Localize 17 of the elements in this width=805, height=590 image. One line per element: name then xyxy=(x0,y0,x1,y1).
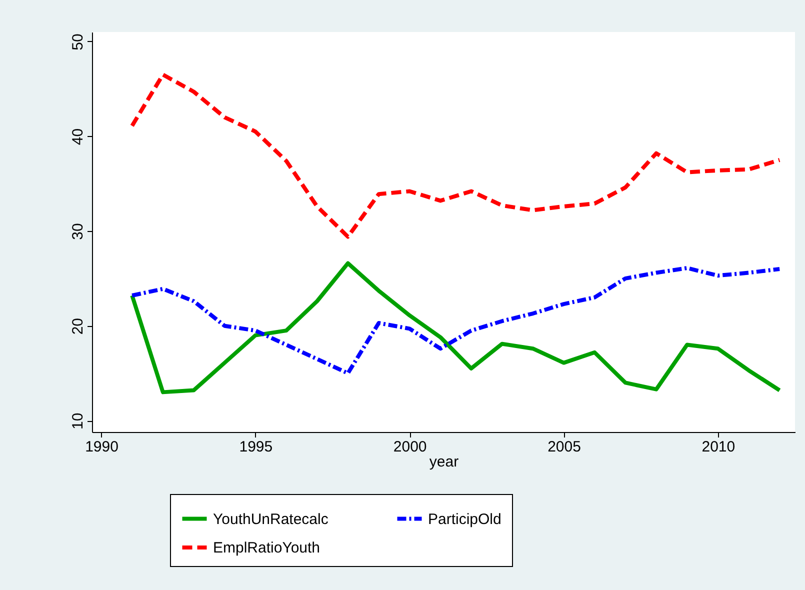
x-tick-label: 2000 xyxy=(393,438,427,456)
y-tick-label: 40 xyxy=(70,128,86,146)
line-series xyxy=(130,72,782,239)
line-series xyxy=(130,261,782,394)
x-tick-label: 1995 xyxy=(239,438,273,456)
y-tick-label: 50 xyxy=(70,34,86,50)
y-tick-label: 10 xyxy=(70,412,86,430)
x-tick-label: 1990 xyxy=(85,438,118,456)
x-axis-title: year xyxy=(429,454,459,470)
y-tick-label: 20 xyxy=(70,318,86,335)
x-tick-label: 2005 xyxy=(548,438,581,456)
x-tick-label: 2010 xyxy=(702,438,736,456)
legend-label: EmplRatioYouth xyxy=(213,540,320,556)
y-tick-label: 30 xyxy=(70,223,86,240)
legend-label: ParticipOld xyxy=(428,510,502,528)
legend-label: YouthUnRatecalc xyxy=(213,510,329,528)
line-series xyxy=(130,266,782,376)
